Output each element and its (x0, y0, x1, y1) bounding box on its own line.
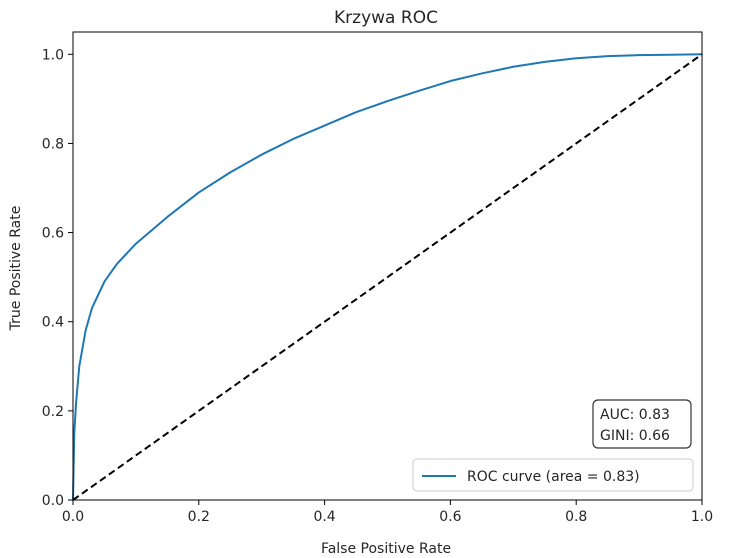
x-tick-label: 0.6 (439, 509, 461, 525)
metrics-annotation: AUC: 0.83 GINI: 0.66 (592, 399, 692, 449)
x-tick-label: 0.2 (188, 509, 210, 525)
axes-group: 0.0 0.2 0.4 0.6 0.8 1.0 0.0 0.2 0.4 0.6 0.8 1.0 (42, 31, 713, 525)
legend-box (412, 458, 694, 492)
x-tick-label: 0.0 (62, 509, 84, 525)
diagonal-reference-line (72, 53, 703, 501)
metrics-annotation-box (592, 399, 692, 449)
y-axis-label: True Positive Rate (8, 206, 24, 332)
y-tick-label: 0.2 (42, 404, 64, 420)
gini-text: GINI: 0.66 (600, 428, 670, 444)
axes-frame (72, 31, 703, 501)
y-tick-label: 0.0 (42, 493, 64, 509)
legend: ROC curve (area = 0.83) (412, 458, 694, 492)
roc-curve-line (72, 53, 703, 501)
y-tick-label: 1.0 (42, 47, 64, 63)
y-tick-label: 0.4 (42, 315, 64, 331)
legend-label-roc: ROC curve (area = 0.83) (467, 469, 640, 485)
x-tick-label: 0.8 (565, 509, 587, 525)
x-axis-label: False Positive Rate (321, 541, 451, 557)
series-group (72, 53, 703, 501)
x-tick-label: 1.0 (691, 509, 713, 525)
x-tick-label: 0.4 (313, 509, 335, 525)
y-tick-label: 0.8 (42, 136, 64, 152)
chart-title: Krzywa ROC (334, 8, 438, 28)
auc-text: AUC: 0.83 (600, 407, 670, 423)
y-tick-label: 0.6 (42, 226, 64, 242)
